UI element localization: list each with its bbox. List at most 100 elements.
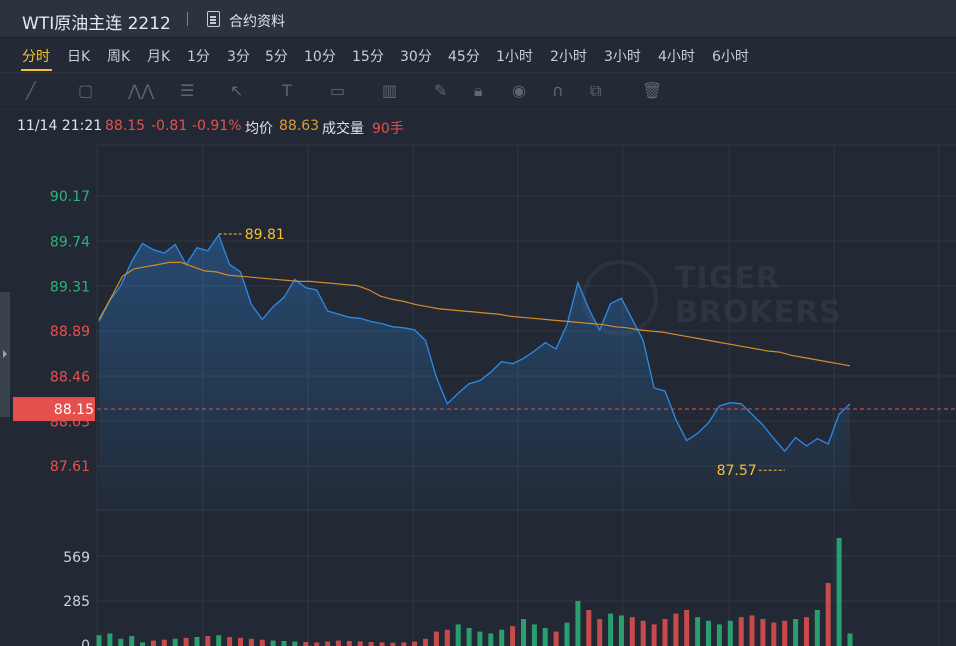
tab-7[interactable]: 10分 [304,49,336,65]
fib-tool-icon[interactable]: ☰ [180,81,195,100]
title-separator [187,12,188,26]
volume-bar-69 [847,633,853,646]
tab-11[interactable]: 1小时 [496,49,533,65]
y-tick-label-1: 89.74 [50,234,90,250]
side-panel-toggle[interactable] [0,292,10,417]
volume-bar-26 [379,642,385,646]
volume-bar-33 [455,624,461,646]
quote-price: 88.15 [105,118,146,134]
volume-bar-42 [553,631,559,646]
clone-icon[interactable]: ⧉ [590,81,602,100]
label-tool-icon[interactable]: ▭ [330,81,346,100]
quote-change: -0.81 [151,118,188,134]
tab-6[interactable]: 5分 [265,49,288,65]
tab-2[interactable]: 周K [107,49,131,65]
lock-icon[interactable]: 🔒︎ [474,81,483,100]
volume-bar-67 [825,583,831,646]
tab-0[interactable]: 分时 [22,49,50,65]
max-marker-label: 89.81 [245,227,285,243]
tab-3[interactable]: 月K [147,49,171,65]
tab-8[interactable]: 15分 [352,49,384,65]
volume-bar-39 [521,619,526,646]
arrow-tool-icon[interactable]: ↖ [230,81,244,100]
volume-bar-54 [684,610,690,646]
volume-bar-50 [640,620,646,646]
line-tool-icon[interactable]: ╱ [26,81,36,100]
volume-bar-12 [227,637,233,646]
timeframe-tabs: 分时 日K 周K 月K 1分 3分 5分 10分 15分 30分 45分 1小时 2小时 3小时 4小时 6小… [0,38,956,72]
pencil-icon[interactable]: ✎ [434,81,448,100]
volume-bar-32 [444,629,450,646]
volume-bar-37 [499,629,505,646]
tab-4[interactable]: 1分 [187,49,210,65]
volume-bar-16 [270,640,276,646]
volume-bar-27 [390,642,396,646]
contract-info-link[interactable]: 合约资料 [229,14,285,30]
volume-bar-47 [608,613,614,646]
tab-1[interactable]: 日K [67,49,91,65]
rect-tool-icon[interactable]: ▢ [78,81,94,100]
volume-bar-60 [749,615,755,646]
volume-bar-7 [172,638,178,646]
y-tick-label-6: 87.61 [50,459,90,475]
tab-13[interactable]: 3小时 [604,49,641,65]
pattern-tool-icon[interactable]: ⋀⋀ [128,81,155,100]
measure-tool-icon[interactable]: ▥ [382,81,398,100]
volume-bar-21 [325,641,331,646]
volume-bar-34 [466,628,472,646]
volume-bar-53 [673,613,679,646]
volume-label: 成交量 [322,121,364,137]
document-icon[interactable] [207,11,220,27]
volume-bar-23 [346,641,352,646]
volume-bar-31 [433,631,439,646]
volume-bar-66 [814,610,820,646]
watermark-line2: BROKERS [675,295,842,330]
volume-bar-3 [129,636,135,646]
magnet-icon[interactable]: ∩ [552,81,564,100]
instrument-title: WTI原油主连 2212 [22,14,171,34]
volume-bar-38 [510,626,516,646]
quote-info-bar: 11/14 21:21 88.15 -0.81 -0.91% 均价 88.63 … [0,110,956,142]
tab-14[interactable]: 4小时 [658,49,695,65]
tab-5[interactable]: 3分 [227,49,250,65]
avg-price-value: 88.63 [279,118,320,134]
trash-icon[interactable]: 🗑︎ [642,81,663,100]
volume-bar-55 [695,617,701,646]
volume-bar-40 [531,624,537,646]
volume-bar-68 [836,538,842,646]
volume-tick-label-1: 285 [63,594,90,610]
min-marker-label: 87.57 [717,463,757,479]
price-line [98,233,851,453]
volume-bar-2 [118,638,124,646]
y-tick-label-0: 90.17 [50,189,90,205]
volume-bar-5 [150,640,156,646]
volume-bar-13 [238,637,243,646]
tab-10[interactable]: 45分 [448,49,480,65]
volume-bar-19 [303,642,309,646]
volume-bar-65 [804,617,809,646]
volume-value: 90手 [372,121,404,137]
tab-15[interactable]: 6小时 [712,49,749,65]
volume-bar-46 [597,619,603,646]
volume-bar-51 [651,624,657,646]
volume-bar-1 [107,633,113,646]
volume-bar-44 [575,601,581,646]
avg-price-line [98,261,851,367]
volume-bar-11 [216,635,222,646]
volume-bar-57 [716,624,722,646]
volume-bar-61 [760,619,766,646]
active-tab-indicator [21,69,52,71]
volume-bar-56 [706,620,711,646]
drawing-toolbar: ╱ ▢ ⋀⋀ ☰ ↖ T ▭ ▥ ✎ 🔒︎ ◉ ∩ ⧉ 🗑︎ [0,72,956,110]
volume-bar-41 [542,628,548,646]
title-bar: WTI原油主连 2212 合约资料 [0,0,956,38]
volume-bar-30 [423,638,428,646]
watermark-line1: TIGER [675,261,780,296]
tab-12[interactable]: 2小时 [550,49,587,65]
tab-9[interactable]: 30分 [400,49,432,65]
text-tool-icon[interactable]: T [282,81,292,100]
eye-icon[interactable]: ◉ [512,81,526,100]
volume-tick-label-2: 0 [81,638,90,646]
